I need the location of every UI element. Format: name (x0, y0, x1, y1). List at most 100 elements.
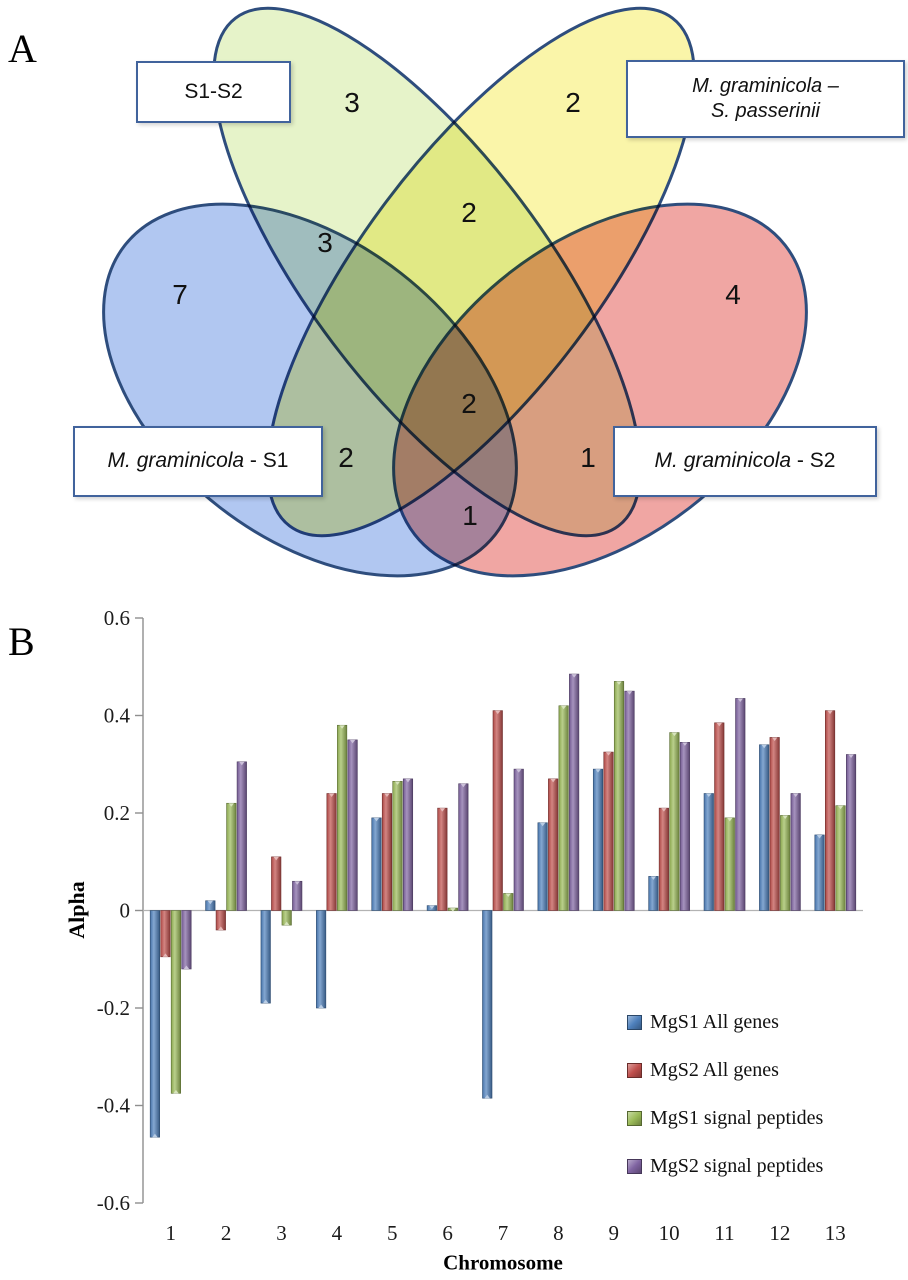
bar (316, 910, 327, 1009)
x-tick-label: 4 (332, 1221, 343, 1245)
bar-highlight (439, 808, 446, 812)
venn-ellipse-mgsp (266, 6, 696, 538)
bar (658, 807, 669, 911)
bar-highlight (539, 822, 546, 827)
venn-count-mgsp-only: 2 (565, 87, 581, 118)
bar-highlight (429, 905, 435, 910)
venn-label-mgsp-line1: M. graminicola – (692, 75, 839, 97)
x-tick-label: 12 (769, 1221, 790, 1245)
x-tick-label: 11 (714, 1221, 734, 1245)
legend-swatch (627, 1014, 642, 1030)
legend-label: MgS2 All genes (650, 1058, 779, 1081)
venn-count-mgs1-mgs2: 1 (462, 500, 478, 531)
venn-count-mgs2-only: 4 (725, 279, 741, 310)
bar (236, 761, 247, 911)
bar-highlight (373, 817, 380, 822)
venn-count-mgs1-mgsp: 2 (338, 442, 354, 473)
venn-label-mgsp: M. graminicola – S. passerinii (626, 60, 905, 138)
bar-highlight (550, 778, 556, 783)
bar (624, 690, 635, 911)
x-tick-label: 1 (165, 1221, 176, 1245)
legend-item: MgS2 All genes (627, 1058, 823, 1081)
bar (458, 783, 469, 911)
bar-highlight (682, 742, 688, 746)
venn-label-mgs2-species: M. graminicola (654, 449, 792, 473)
bar-highlight (626, 691, 633, 695)
bar (558, 705, 569, 911)
venn-label-mgs1: M. graminicola - S1 (73, 426, 323, 497)
bar (613, 681, 625, 911)
bar (347, 739, 358, 911)
panel-a-label: A (8, 26, 37, 71)
legend-item: MgS1 All genes (627, 1011, 823, 1033)
bar (292, 880, 303, 911)
bar (226, 802, 237, 911)
bar-highlight (560, 705, 567, 710)
bar-highlight (671, 732, 678, 737)
bar-highlight (294, 881, 300, 885)
y-tick-label: 0 (120, 899, 131, 923)
bar-highlight (450, 908, 456, 912)
bar (835, 805, 846, 911)
bar-highlight (761, 744, 767, 749)
bar (181, 910, 192, 970)
bar-highlight (782, 815, 788, 819)
bar-highlight (239, 761, 245, 766)
x-tick-label: 8 (553, 1221, 564, 1245)
bar-highlight (284, 921, 290, 926)
venn-count-s1s2-only: 3 (344, 87, 360, 118)
bar-highlight (837, 805, 844, 810)
bar-highlight (571, 674, 577, 678)
bar-highlight (605, 752, 612, 756)
bar (780, 815, 791, 911)
bar (513, 768, 524, 911)
venn-count-s1s2-mgsp: 2 (461, 197, 477, 228)
x-tick-label: 10 (659, 1221, 680, 1245)
x-tick-label: 3 (276, 1221, 287, 1245)
bar (381, 793, 393, 911)
bar-highlight (737, 698, 743, 702)
venn-label-mgs1-text: M. graminicola - S1 (108, 448, 289, 474)
bar (326, 793, 337, 911)
bar (814, 834, 825, 911)
bar-highlight (727, 817, 733, 822)
bar (592, 768, 604, 911)
bar (846, 754, 857, 911)
bar-highlight (793, 793, 799, 797)
bar-highlight (716, 722, 722, 727)
y-axis-title: Alpha (64, 881, 89, 939)
bar (271, 856, 282, 911)
venn-label-mgs2: M. graminicola - S2 (613, 426, 877, 497)
bar (260, 910, 271, 1004)
bar-highlight (318, 1004, 324, 1008)
x-tick-label: 5 (387, 1221, 398, 1245)
x-tick-label: 13 (825, 1221, 846, 1245)
bar (735, 698, 746, 911)
bar (714, 722, 725, 911)
venn-label-mgs2-suffix: - S2 (791, 449, 836, 473)
bar-highlight (173, 1089, 179, 1094)
bar-highlight (152, 1133, 158, 1138)
bar-highlight (516, 769, 522, 773)
bar-highlight (273, 856, 279, 861)
bar-highlight (349, 739, 356, 744)
bar-highlight (505, 893, 511, 897)
bar-highlight (816, 834, 823, 839)
bar-highlight (339, 725, 345, 729)
bar (679, 742, 690, 911)
venn-label-mgs1-species: M. graminicola (107, 449, 245, 473)
y-tick-label: 0.2 (104, 801, 130, 825)
bar (548, 778, 559, 911)
venn-count-mgs1-only: 7 (172, 279, 188, 310)
x-tick-label: 9 (609, 1221, 620, 1245)
bar-highlight (263, 999, 269, 1004)
bar (759, 744, 770, 911)
bar (337, 724, 348, 911)
venn-label-mgsp-line2: S. passerinii (711, 100, 820, 122)
bar-highlight (661, 808, 667, 812)
bar (392, 781, 403, 911)
venn-count-center: 2 (461, 388, 477, 419)
bar-highlight (650, 876, 657, 880)
x-axis-title: Chromosome (443, 1250, 563, 1275)
